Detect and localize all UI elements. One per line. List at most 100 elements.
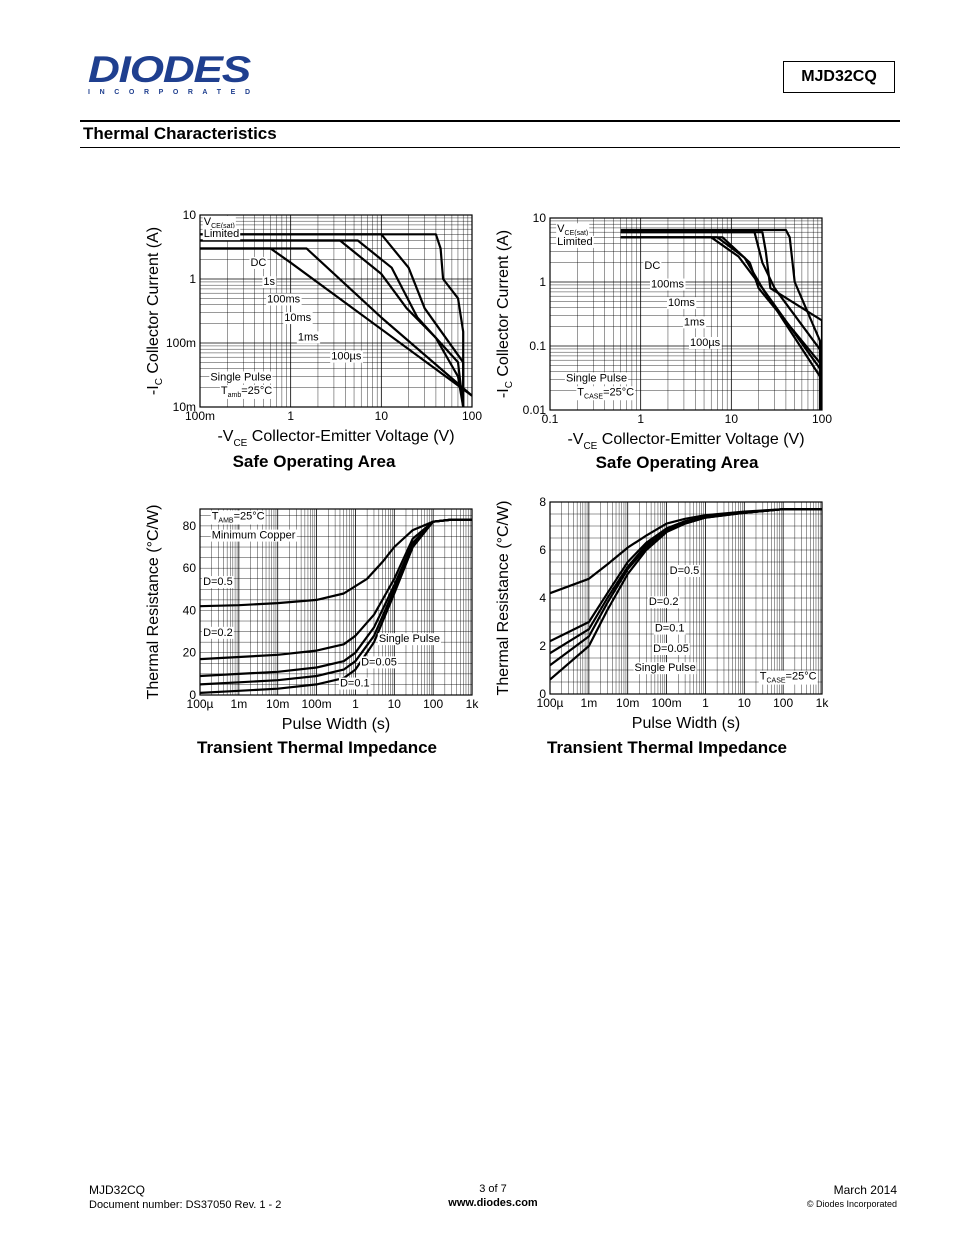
annotation-1s: 1s [263,276,275,288]
x-tick-label: 1k [466,697,480,711]
annotation-tamb: Tamb=25°C [221,385,272,399]
annotation-100ms: 100ms [651,279,685,291]
annotation-bg [296,331,321,344]
transient-impedance-chart-case: 100µ 1m 10m 100m 1 10 100 1k 0 2 4 6 8 Thermal Resist… [495,495,830,732]
logo-text: DIODES [88,52,252,90]
x-tick-label: 1m [231,697,248,711]
annotation-vce-sat: VCE(sat) [204,216,235,230]
annotation-bg [556,223,590,238]
annotation-bg [758,670,818,685]
y-tick-label: 2 [539,639,546,653]
series-line-single-pulse [550,508,822,681]
x-tick-label: 1k [816,696,830,710]
annotation-d-0-1: D=0.1 [340,678,370,690]
part-number-box: MJD32CQ [783,61,895,93]
annotation-tcase: TCASE=25°C [760,671,817,685]
annotation-single-pulse: Single Pulse [210,371,271,383]
x-tick-label: 10 [388,697,402,711]
header-rule [80,120,900,122]
annotation-1ms: 1ms [684,316,705,328]
annotation-bg [647,596,680,609]
footer-page: 3 of 7 [479,1183,507,1195]
y-tick-label: 1 [539,275,546,289]
annotation-d-0-05: D=0.05 [653,643,689,655]
annotation-bg [666,297,697,310]
x-tick-label: 100m [302,697,332,711]
plot-frame [199,508,473,696]
annotation-d-0-2: D=0.2 [649,596,679,608]
annotation-bg [653,622,686,635]
y-axis-label: -IC Collector Current (A) [495,230,515,398]
annotation-1ms: 1ms [298,331,319,343]
plot-frame [199,214,473,408]
x-tick-label: 100 [773,696,793,710]
annotation-limited: Limited [557,236,592,248]
series-line-100-s [620,231,822,410]
annotation-bg [330,350,363,363]
annotation-vce-sat: VCE(sat) [557,223,588,237]
caption-tti-ambient: Transient Thermal Impedance [197,738,437,757]
x-tick-label: 100m [185,409,215,423]
y-tick-label: 0.1 [529,339,546,353]
x-tick-label: 10 [375,409,389,423]
diodes-logo: DIODES I N C O R P O R A T E D [88,52,253,96]
footer-part: MJD32CQ [89,1183,146,1197]
y-tick-label: 4 [539,591,546,605]
annotation-bg [649,278,686,291]
annotation-bg [219,384,274,399]
caption-soa-ambient: Safe Operating Area [232,452,396,471]
y-tick-label: 1 [189,272,196,286]
footer-website[interactable]: www.diodes.com [448,1197,538,1209]
plot-frame [549,501,823,695]
series-line-single-pulse [200,518,472,694]
annotation-minimum-copper: Minimum Copper [212,530,296,542]
annotation-bg [668,565,701,577]
annotation-bg [643,259,662,272]
y-tick-label: 60 [183,561,197,575]
annotation-100-s: 100µs [331,351,362,363]
x-axis-label: Pulse Width (s) [632,715,740,732]
annotation-bg [564,372,629,385]
y-tick-label: 0 [539,687,546,701]
annotation-10ms: 10ms [668,297,695,309]
annotation-tamb: TAMB=25°C [212,511,265,525]
y-tick-label: 10 [533,211,547,225]
x-tick-label: 10 [725,412,739,426]
x-tick-label: 1 [287,409,294,423]
y-tick-label: 100m [166,336,196,350]
x-axis-label: -VCE Collector-Emitter Voltage (V) [567,431,804,452]
x-tick-label: 1m [581,696,598,710]
annotation-d-0-05: D=0.05 [361,656,397,668]
x-tick-label: 10 [738,696,752,710]
annotation-bg [210,510,266,525]
logo-subtext: I N C O R P O R A T E D [88,89,250,96]
series-line-100-s [200,233,465,407]
x-axis-label: -VCE Collector-Emitter Voltage (V) [217,428,454,449]
annotation-d-0-5: D=0.5 [203,576,233,588]
x-tick-label: 1 [637,412,644,426]
annotation-bg [202,215,236,230]
x-tick-label: 100µ [537,696,564,710]
y-axis-label: -IC Collector Current (A) [145,227,165,395]
y-axis-label: Thermal Resistance (°C/W) [495,501,512,696]
footer-date: March 2014 [833,1183,897,1197]
annotation-single-pulse: Single Pulse [566,372,627,384]
annotation-bg [266,293,302,306]
series-line-1s [200,247,472,397]
annotation-bg [377,633,441,646]
annotation-bg [360,656,398,669]
annotation-bg [283,312,313,325]
x-tick-label: 100µ [187,697,214,711]
annotation-d-0-1: D=0.1 [655,623,685,635]
annotation-single-pulse: Single Pulse [379,633,440,645]
annotation-bg [210,529,297,542]
annotation-bg [556,235,594,248]
y-tick-label: 80 [183,519,197,533]
y-tick-label: 0 [189,688,196,702]
series-group [620,228,822,410]
annotation-bg [202,626,234,639]
x-axis-label: Pulse Width (s) [282,716,390,733]
footer-doc-number: Document number: DS37050 Rev. 1 - 2 [89,1199,282,1211]
x-tick-label: 100 [812,412,832,426]
x-tick-label: 1 [702,696,709,710]
